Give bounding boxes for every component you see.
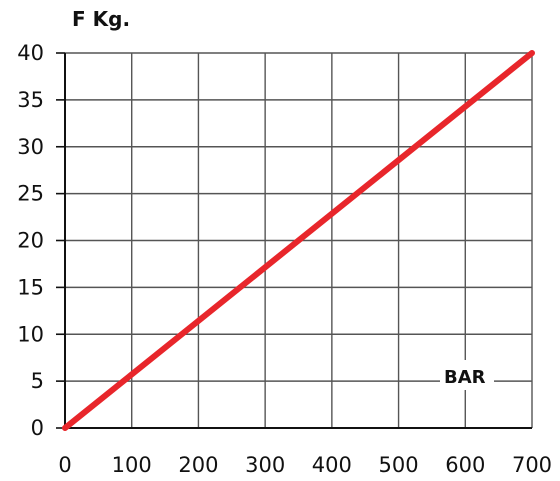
y-tick-label: 5 [31,369,44,393]
y-tick-label: 35 [17,88,44,112]
y-tick-label: 0 [31,416,44,440]
x-tick-label: 400 [312,453,352,477]
x-tick-label: 300 [245,453,285,477]
x-tick-label: 700 [512,453,552,477]
series-line [62,50,535,431]
x-tick-label: 500 [379,453,419,477]
y-tick-label: 30 [17,135,44,159]
y-tick-label: 15 [17,275,44,299]
series-layer [62,50,535,431]
x-tick-label: 200 [178,453,218,477]
y-tick-label: 40 [17,41,44,65]
x-axis-label-background [440,360,494,390]
x-axis-label: BAR [444,367,486,388]
y-axis-label: F Kg. [72,7,130,31]
y-tick-label: 10 [17,322,44,346]
ticks-layer: 0 100 200 300 400 500 600 700 0 5 10 15 20 25 30 35 40 [17,41,552,477]
y-tick-label: 20 [17,229,44,253]
x-tick-label: 100 [112,453,152,477]
x-tick-label: 0 [58,453,71,477]
x-tick-label: 600 [445,453,485,477]
y-tick-label: 25 [17,182,44,206]
